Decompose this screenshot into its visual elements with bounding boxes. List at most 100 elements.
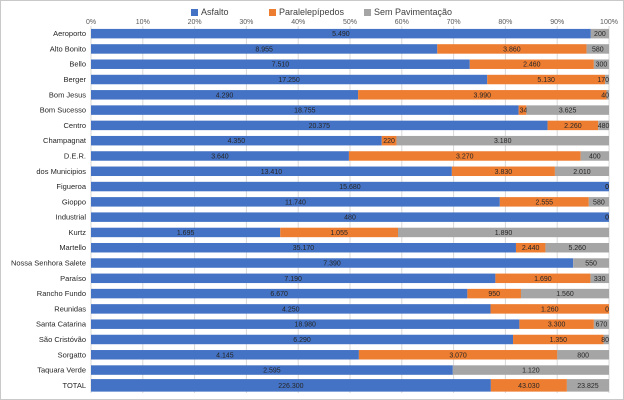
legend-swatch — [364, 8, 371, 16]
bar-segment — [593, 59, 609, 69]
category-label: TOTAL — [63, 381, 86, 390]
bar-segment — [91, 379, 491, 392]
data-label: 3.070 — [449, 352, 467, 359]
bar-segment — [348, 151, 581, 161]
data-label: 2.595 — [263, 368, 281, 375]
data-label: 80 — [601, 337, 609, 344]
bar-segment — [91, 90, 359, 100]
data-label: 3.625 — [559, 108, 577, 115]
legend-label: Asfalto — [201, 7, 229, 17]
bar-segment — [91, 44, 438, 54]
bar-segment — [573, 258, 609, 268]
data-label: 1.055 — [330, 230, 348, 237]
data-label: 3.640 — [211, 153, 229, 160]
bar-segment — [490, 379, 567, 392]
bar-segment — [469, 59, 594, 69]
legend-item: Asfalto — [191, 5, 229, 19]
bar-segment — [554, 166, 609, 177]
x-tick-label: 100% — [600, 19, 618, 26]
data-label: 1.690 — [534, 276, 552, 283]
bar-segment — [91, 242, 516, 253]
data-label: 0 — [605, 306, 609, 313]
x-tick-label: 60% — [395, 19, 409, 26]
bar-segment — [91, 365, 453, 375]
category-label: Nossa Senhora Salete — [11, 259, 86, 268]
bar-segment — [598, 120, 609, 131]
category-label: Berger — [63, 75, 86, 84]
category-label: D.E.R. — [64, 151, 86, 160]
data-label: 3.830 — [495, 169, 513, 176]
bar-segment — [547, 120, 599, 131]
data-label: 4.290 — [216, 92, 234, 99]
data-label: 1.260 — [541, 306, 559, 313]
bar-segment — [487, 74, 606, 85]
data-label: 2.260 — [564, 123, 582, 130]
category-label: Industrial — [56, 213, 87, 222]
category-label: Bello — [69, 60, 86, 69]
bar-segment — [593, 319, 609, 329]
data-label: 18.755 — [294, 108, 316, 115]
category-label: Gioppo — [62, 197, 86, 206]
data-label: 400 — [589, 153, 601, 160]
category-label: Aeroporto — [53, 29, 86, 38]
bar-segment — [590, 273, 609, 284]
x-tick-label: 40% — [291, 19, 305, 26]
bar-segment — [515, 242, 546, 253]
category-label: dos Municipios — [36, 167, 86, 176]
data-label: 170 — [597, 77, 609, 84]
data-label: 300 — [596, 62, 608, 69]
category-label: Rancho Fundo — [37, 289, 86, 298]
bar-segment — [495, 273, 591, 284]
category-label: Figueroa — [56, 182, 86, 191]
legend-swatch — [191, 8, 198, 16]
category-label: Reunidas — [54, 304, 86, 313]
legend-item: Paralelepípedos — [269, 5, 344, 19]
bar-segment — [91, 120, 548, 131]
bar-segment — [586, 44, 609, 54]
data-label: 1.120 — [522, 368, 540, 375]
category-label: Champagnat — [43, 136, 87, 145]
data-label: 0 — [605, 184, 609, 191]
data-label: 330 — [594, 276, 606, 283]
data-label: 13.410 — [261, 169, 283, 176]
data-label: 0 — [605, 215, 609, 222]
data-label: 3.990 — [474, 92, 492, 99]
data-label: 200 — [594, 31, 606, 38]
data-label: 580 — [592, 46, 604, 53]
legend-item: Sem Pavimentação — [364, 5, 452, 19]
bar-segment — [91, 212, 609, 222]
data-label: 7.510 — [272, 62, 290, 69]
data-label: 5.260 — [568, 245, 586, 252]
bar-segment — [590, 28, 609, 39]
bar-segment — [91, 28, 591, 39]
bar-segment — [358, 90, 607, 100]
bar-segment — [603, 334, 609, 345]
data-label: 18.980 — [294, 322, 316, 329]
bar-segment — [381, 135, 397, 146]
data-label: 40 — [601, 92, 609, 99]
bar-segment — [91, 59, 470, 69]
bar-segment — [557, 350, 609, 360]
category-label: Taquara Verde — [37, 366, 86, 375]
data-label: 220 — [383, 138, 395, 145]
data-label: 7.190 — [284, 276, 302, 283]
bar-segment — [526, 105, 609, 115]
data-label: 3.270 — [456, 153, 474, 160]
category-label: Sorgatto — [58, 350, 86, 359]
data-label: 1.560 — [556, 291, 574, 298]
bar-segment — [396, 135, 609, 146]
category-label: Paraíso — [60, 274, 86, 283]
data-label: 17.250 — [278, 77, 300, 84]
bar-segment — [91, 135, 382, 146]
bar-segment — [91, 288, 468, 299]
bar-segment — [588, 197, 609, 207]
data-label: 1.695 — [177, 230, 195, 237]
data-label: 670 — [596, 322, 608, 329]
category-label: Alto Bonito — [50, 44, 86, 53]
bar-segment — [451, 166, 555, 177]
data-label: 20.375 — [309, 123, 331, 130]
bar-segment — [91, 227, 281, 238]
x-tick-label: 30% — [239, 19, 253, 26]
data-label: 2.440 — [522, 245, 540, 252]
